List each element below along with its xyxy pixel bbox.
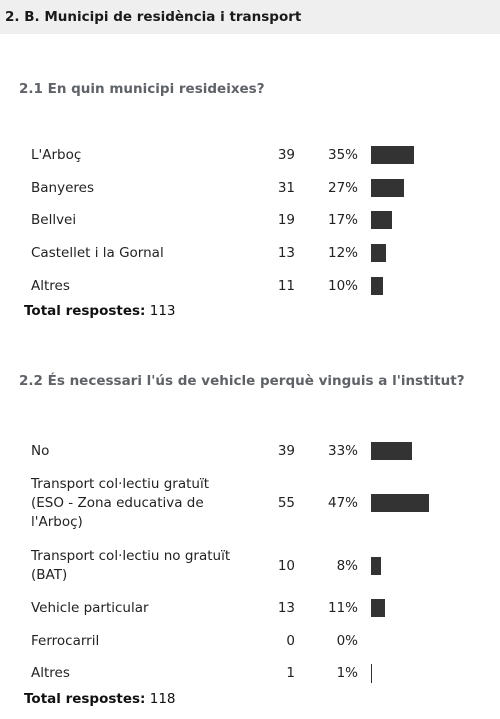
total-value: 113 — [149, 303, 176, 319]
option-label: L'Arboç — [31, 147, 82, 163]
option-label: Transport col·lectiu no gratuït (BAT) — [31, 548, 231, 583]
option-count: 19 — [277, 212, 295, 228]
option-percent: 0% — [336, 633, 358, 649]
option-percent: 47% — [327, 495, 358, 511]
option-count: 13 — [277, 245, 295, 261]
option-percent: 33% — [327, 443, 358, 459]
option-label: Bellvei — [31, 212, 77, 228]
option-percent: 1% — [336, 665, 358, 681]
option-percent: 12% — [327, 245, 358, 261]
option-count: 55 — [277, 495, 295, 511]
option-count: 0 — [286, 633, 295, 649]
option-label: Banyeres — [31, 180, 94, 196]
option-count: 39 — [277, 147, 295, 163]
option-percent: 35% — [327, 147, 358, 163]
option-count: 13 — [277, 600, 295, 616]
option-label: Transport col·lectiu gratuït (ESO - Zona… — [31, 476, 210, 530]
total-responses: Total respostes: 113 — [24, 303, 176, 319]
total-label: Total respostes: — [24, 691, 146, 707]
option-bar — [371, 146, 414, 164]
section-header: 2. B. Municipi de residència i transport — [0, 0, 500, 34]
option-count: 10 — [277, 558, 295, 574]
option-bar — [371, 277, 383, 295]
option-bar — [371, 179, 404, 197]
question-title: 2.2 És necessari l'ús de vehicle perquè … — [19, 373, 465, 389]
option-percent: 17% — [327, 212, 358, 228]
option-label: No — [31, 443, 50, 459]
option-count: 11 — [277, 278, 295, 294]
option-label: Altres — [31, 665, 70, 681]
option-label: Castellet i la Gornal — [31, 245, 164, 261]
option-bar — [371, 442, 412, 460]
total-responses: Total respostes: 118 — [24, 691, 176, 707]
option-percent: 10% — [327, 278, 358, 294]
option-bar — [371, 244, 386, 262]
option-bar — [371, 557, 381, 575]
option-bar — [371, 664, 372, 683]
option-bar — [371, 211, 392, 229]
option-label: Vehicle particular — [31, 600, 149, 616]
option-percent: 8% — [336, 558, 358, 574]
option-count: 31 — [277, 180, 295, 196]
option-count: 39 — [277, 443, 295, 459]
total-value: 118 — [149, 691, 176, 707]
option-percent: 27% — [327, 180, 358, 196]
option-label: Ferrocarril — [31, 633, 100, 649]
option-percent: 11% — [327, 600, 358, 616]
option-count: 1 — [286, 665, 295, 681]
total-label: Total respostes: — [24, 303, 146, 319]
section-title: 2. B. Municipi de residència i transport — [5, 9, 302, 25]
option-bar — [371, 599, 385, 617]
question-title: 2.1 En quin municipi resideixes? — [19, 81, 265, 97]
option-bar — [371, 494, 429, 512]
option-label: Altres — [31, 278, 70, 294]
